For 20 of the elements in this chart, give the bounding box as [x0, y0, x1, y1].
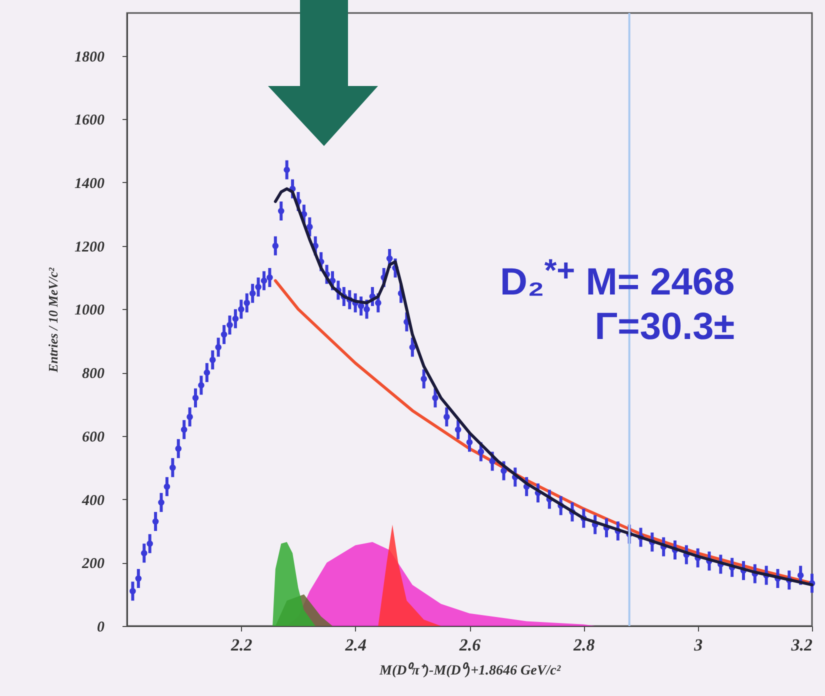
x-axis-title: M(D⁰π⁺)-M(D⁰)+1.8646 GeV/c²: [378, 662, 562, 678]
y-tick-label: 1000: [74, 302, 105, 319]
x-tick-label: 2.6: [458, 636, 482, 654]
y-tick-label: 0: [97, 620, 105, 636]
y-tick-label: 1400: [74, 176, 105, 192]
y-tick-label: 200: [81, 556, 105, 572]
annotation: D₂$^{*+}$ M= 2468: [500, 251, 735, 305]
x-tick-label: 2.4: [344, 636, 366, 654]
y-tick-label: 600: [82, 429, 105, 446]
y-tick-label: 800: [82, 366, 105, 382]
x-tick-label: 2.8: [572, 636, 596, 654]
y-tick-label: 400: [81, 492, 105, 509]
annotation: Γ=30.3±: [594, 304, 735, 349]
y-tick-label: 1800: [74, 49, 105, 66]
y-tick-label: 1200: [74, 239, 105, 256]
x-tick-label: 3.2: [790, 636, 813, 654]
y-axis-title: Entries / 10 MeV/c²: [46, 266, 60, 374]
x-tick-label: 2.2: [230, 636, 253, 654]
x-tick-label: 3: [693, 636, 704, 654]
y-tick-label: 1600: [74, 112, 105, 129]
